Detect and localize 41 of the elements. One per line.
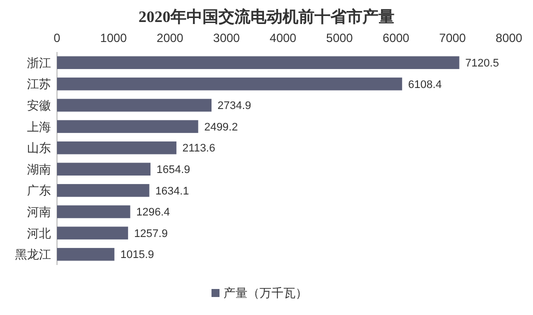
data-label: 1654.9 — [156, 164, 190, 176]
data-label: 1015.9 — [120, 249, 154, 262]
bar — [57, 141, 176, 154]
legend-label: 产量（万千瓦） — [224, 286, 308, 300]
bar — [57, 205, 130, 218]
data-label: 2499.2 — [204, 121, 238, 134]
x-tick-label: 3000 — [213, 31, 240, 45]
bar — [57, 162, 150, 176]
x-tick-label: 4000 — [270, 31, 297, 45]
y-tick-label: 黑龙江 — [15, 248, 51, 262]
data-label: 7120.5 — [465, 58, 499, 70]
data-label: 2734.9 — [218, 100, 252, 112]
bar — [57, 120, 198, 133]
y-tick-label: 安徽 — [27, 98, 51, 112]
data-label: 2113.6 — [182, 142, 216, 155]
x-tick-label: 1000 — [100, 31, 128, 45]
data-label: 1257.9 — [134, 228, 168, 240]
y-tick-label: 浙江 — [27, 56, 51, 70]
bar — [57, 248, 114, 261]
y-tick-label: 上海 — [27, 120, 51, 134]
chart-title: 2020年中国交流电动机前十省市产量 — [138, 7, 394, 26]
data-label: 1296.4 — [136, 206, 170, 219]
x-tick-label: 8000 — [496, 31, 523, 45]
x-tick-label: 7000 — [439, 31, 466, 45]
bar — [57, 78, 402, 90]
y-tick-label: 湖南 — [27, 162, 51, 176]
x-tick-label: 0 — [54, 31, 61, 45]
bar — [57, 98, 212, 112]
bar — [57, 56, 460, 70]
y-tick-label: 江苏 — [27, 77, 51, 92]
y-tick-label: 广东 — [27, 184, 51, 198]
bar — [57, 226, 128, 240]
y-tick-label: 山东 — [27, 141, 51, 156]
data-label: 1634.1 — [155, 185, 189, 198]
y-tick-label: 河南 — [27, 204, 51, 219]
bar — [57, 184, 150, 197]
x-tick-label: 2000 — [156, 31, 184, 45]
x-tick-label: 6000 — [382, 31, 410, 45]
data-label: 6108.4 — [408, 78, 442, 91]
y-tick-label: 河北 — [27, 226, 51, 240]
x-tick-label: 5000 — [326, 31, 354, 45]
